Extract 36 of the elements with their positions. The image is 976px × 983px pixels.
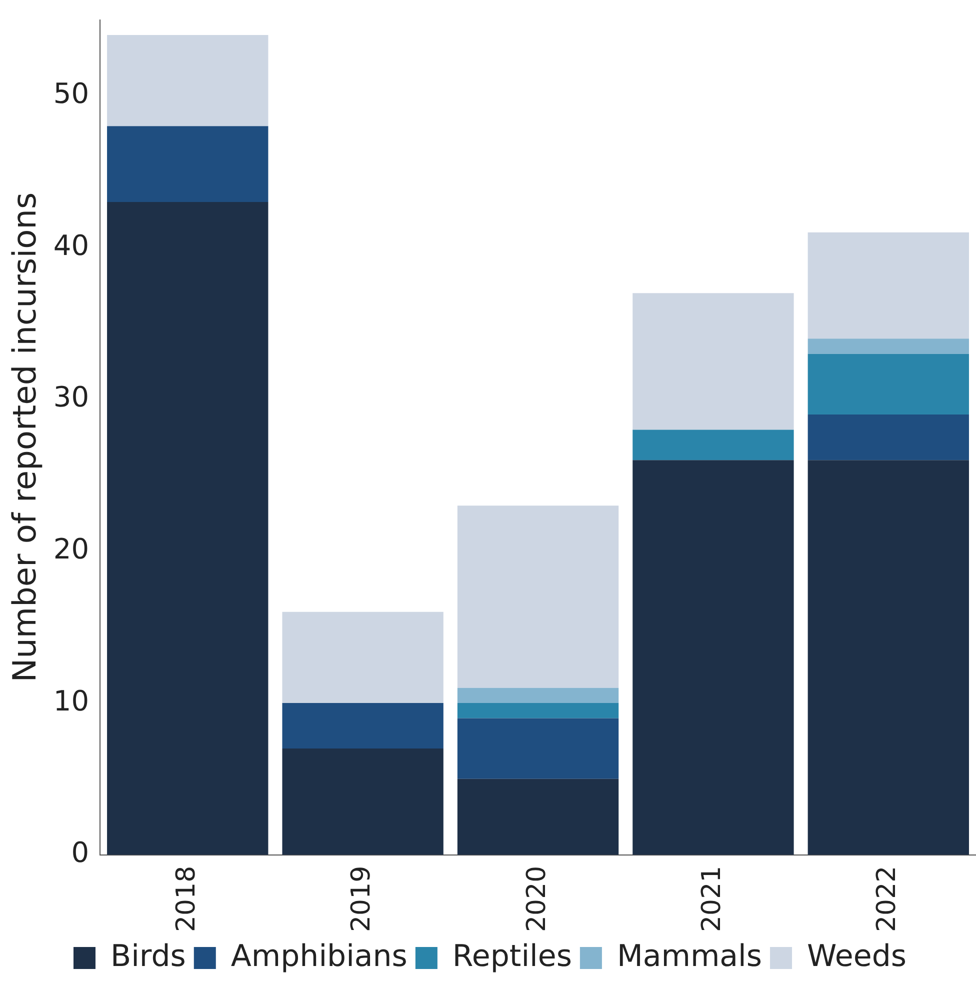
bar <box>632 293 794 430</box>
bar <box>107 126 268 202</box>
bar <box>457 703 619 718</box>
bar <box>457 688 619 704</box>
y-tick-label: 30 <box>53 380 90 414</box>
bar <box>808 354 969 415</box>
bar <box>808 232 969 339</box>
y-tick-label: 50 <box>53 76 90 110</box>
bar <box>632 430 794 460</box>
x-tick-label: 2022 <box>872 866 902 932</box>
legend-label: Mammals <box>616 938 762 974</box>
y-axis-title: Number of reported incursions <box>6 192 44 682</box>
x-tick-label: 2019 <box>346 866 377 932</box>
bar <box>808 414 969 460</box>
x-tick-label: 2018 <box>171 866 202 932</box>
legend-label: Birds <box>110 938 186 974</box>
legend-label: Weeds <box>807 938 907 974</box>
bar <box>457 718 619 779</box>
bar <box>632 460 794 855</box>
bar <box>457 506 619 688</box>
bar <box>282 612 444 704</box>
x-tick-label: 2021 <box>696 866 727 932</box>
bar <box>808 338 969 354</box>
y-tick-label: 10 <box>53 684 90 718</box>
x-tick-label: 2020 <box>522 866 552 932</box>
y-tick-label: 0 <box>71 836 90 870</box>
bar <box>107 34 268 126</box>
legend-label: Reptiles <box>452 938 572 974</box>
bar <box>282 748 444 855</box>
bar <box>457 778 619 855</box>
bar <box>808 460 969 855</box>
legend-label: Amphibians <box>230 938 408 974</box>
y-tick-label: 40 <box>53 228 90 262</box>
y-tick-label: 20 <box>53 532 90 566</box>
bar <box>107 202 268 855</box>
bar <box>282 703 444 749</box>
